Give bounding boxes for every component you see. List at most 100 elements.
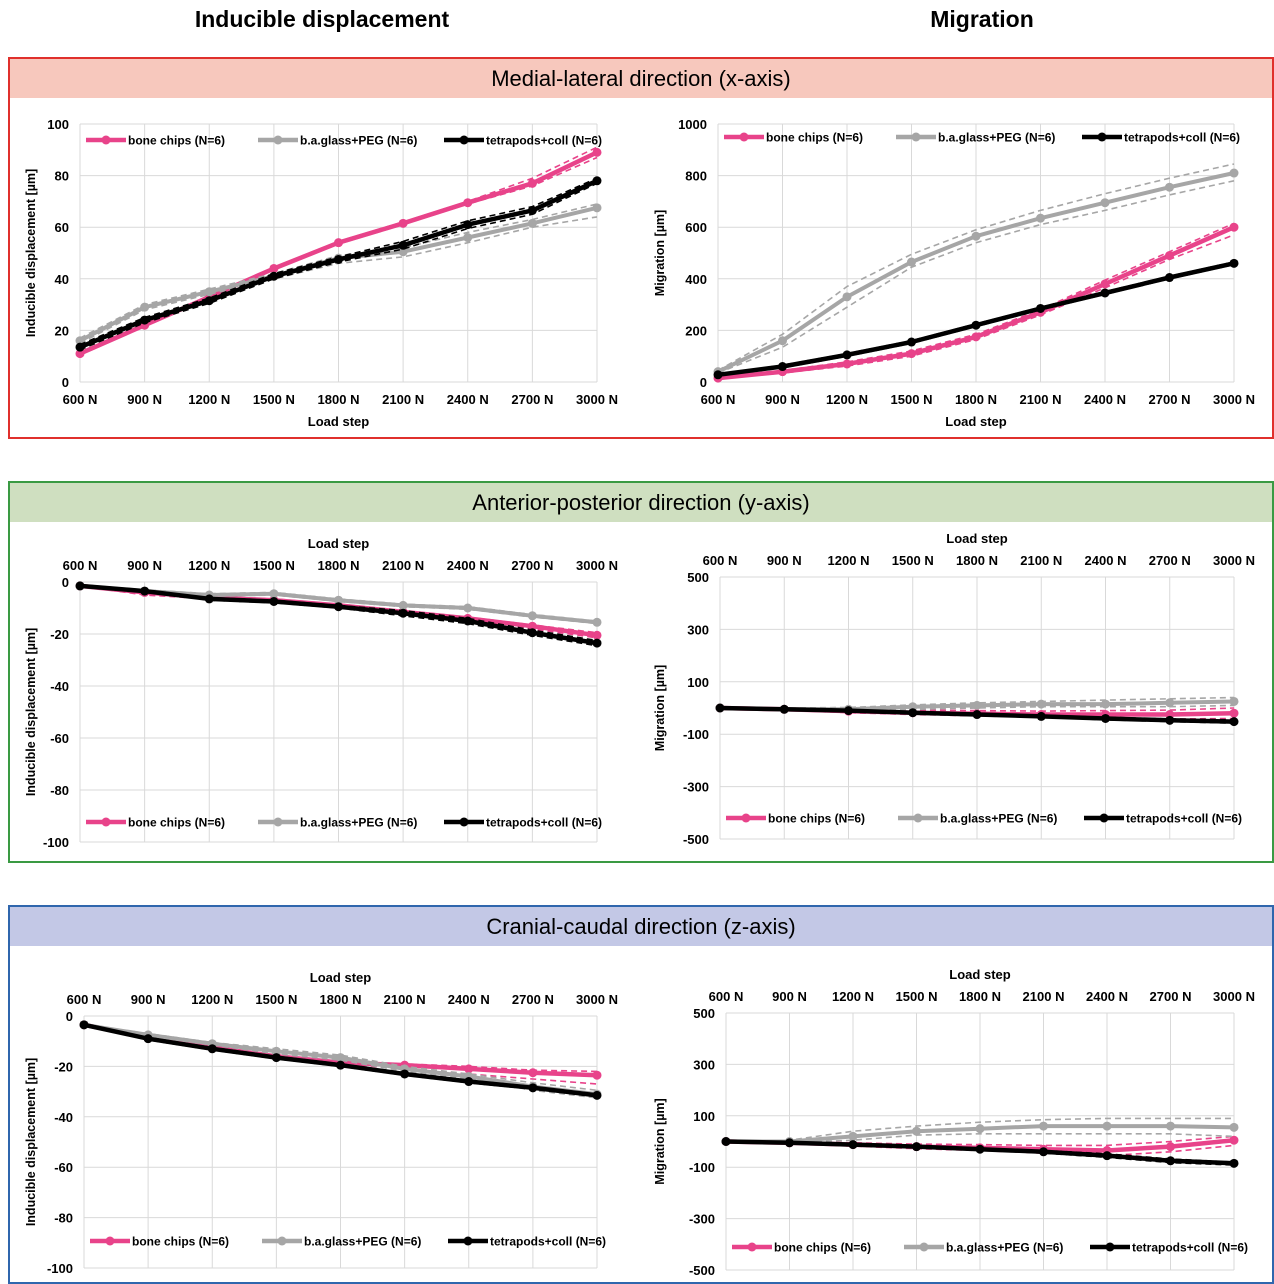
legend-marker [747,1242,757,1252]
series-upper-bound [83,1024,598,1092]
x-tick-label: 1800 N [955,392,997,407]
data-point [143,1034,153,1044]
data-point [140,586,150,596]
data-point [1039,1121,1048,1131]
data-point [334,254,343,264]
x-tick-label: 2400 N [1086,989,1128,1004]
data-point [1036,213,1045,223]
legend-marker [741,813,751,823]
data-point [204,296,214,306]
y-tick-label: -100 [47,1261,73,1276]
data-point [271,1046,281,1056]
legend-marker [911,132,921,142]
y-tick-label: 200 [685,323,707,338]
x-tick-label: 1500 N [255,992,297,1007]
legend-marker [277,1236,287,1246]
x-tick-label: 1200 N [188,392,230,407]
data-point [271,1053,281,1063]
y-tick-label: 500 [693,1006,715,1021]
x-axis-title: Load step [949,967,1010,982]
chart-y-inducible: 0 -20 -40 -60 -80 -100 600 N 900 N 1200 N 1500 N 1… [24,536,618,850]
data-point [527,611,537,621]
data-point [527,205,537,215]
data-point [269,589,279,599]
x-tick-label: 600 N [703,553,738,568]
data-point [785,1138,794,1148]
data-point [848,1131,858,1141]
y-tick-label: 100 [47,117,69,132]
data-point [527,621,537,631]
data-point [592,176,602,186]
y-tick-label: 1000 [678,117,707,132]
y-axis-title: Migration [µm] [653,210,667,296]
y-axis-title: Migration [µm] [653,1098,667,1184]
data-point [1229,1135,1239,1145]
y-tick-label: 0 [700,375,707,390]
legend-marker [1097,132,1107,142]
x-tick-label: 2400 N [447,558,489,573]
y-tick-label: -80 [50,783,69,798]
chart-z-inducible: 0 -20 -40 -60 -80 -100 600 N 900 N 1200 N 1500 N 1… [24,970,618,1276]
data-point [592,638,602,648]
data-point [75,349,85,359]
data-point [463,198,473,208]
x-tick-label: 2100 N [1020,553,1062,568]
data-point [907,337,916,347]
legend-marker [1105,1242,1115,1252]
legend-marker [463,1236,473,1246]
data-point [79,1020,89,1030]
data-point [592,1070,602,1080]
data-point [398,247,408,257]
x-tick-label: 1800 N [318,392,360,407]
y-tick-label: 600 [685,220,707,235]
data-point [1102,1121,1112,1131]
data-point [1165,251,1174,261]
x-tick-label: 900 N [767,553,802,568]
legend-marker [459,817,469,827]
x-tick-label: 1500 N [891,392,933,407]
data-point [1229,258,1239,268]
data-point [527,218,537,228]
data-point [398,240,408,250]
y-tick-label: -300 [683,780,709,795]
data-point [1036,303,1045,313]
legend-label: b.a.glass+PEG (N=6) [940,812,1057,826]
y-tick-label: -500 [683,832,709,847]
legend-label: bone chips (N=6) [774,1241,871,1255]
data-point [398,218,408,228]
y-tick-label: -500 [689,1263,715,1278]
x-axis-title: Load step [310,970,371,985]
data-point [269,271,279,281]
x-tick-label: 3000 N [576,392,618,407]
data-point [1229,1122,1239,1132]
legend-marker [273,135,283,145]
x-tick-label: 900 N [131,992,166,1007]
y-axis-title: Inducible displacement [µm] [24,1058,38,1226]
data-point [842,350,852,360]
series-lower-bound [83,1024,598,1085]
legend-label: tetrapods+coll (N=6) [1132,1241,1248,1255]
data-point [592,147,602,157]
y-tick-label: -100 [683,727,709,742]
x-tick-label: 1800 N [318,558,360,573]
x-tick-label: 1500 N [253,392,295,407]
y-tick-label: 80 [55,169,69,184]
data-point [1036,699,1046,709]
legend-label: bone chips (N=6) [128,816,225,830]
data-point [842,359,852,369]
data-point [592,1090,602,1100]
panel-medial-lateral: Medial-lateral direction (x-axis) [8,57,1274,439]
x-tick-label: 1200 N [826,392,868,407]
x-tick-label: 2700 N [1150,989,1192,1004]
x-tick-label: 600 N [701,392,736,407]
data-point [778,336,787,346]
legend-label: b.a.glass+PEG (N=6) [304,1235,421,1249]
data-point [908,708,918,718]
x-tick-label: 600 N [67,992,102,1007]
data-point [972,700,982,710]
data-point [1229,1158,1239,1168]
legend-marker [459,135,469,145]
legend-label: b.a.glass+PEG (N=6) [300,816,417,830]
y-tick-label: -100 [689,1160,715,1175]
